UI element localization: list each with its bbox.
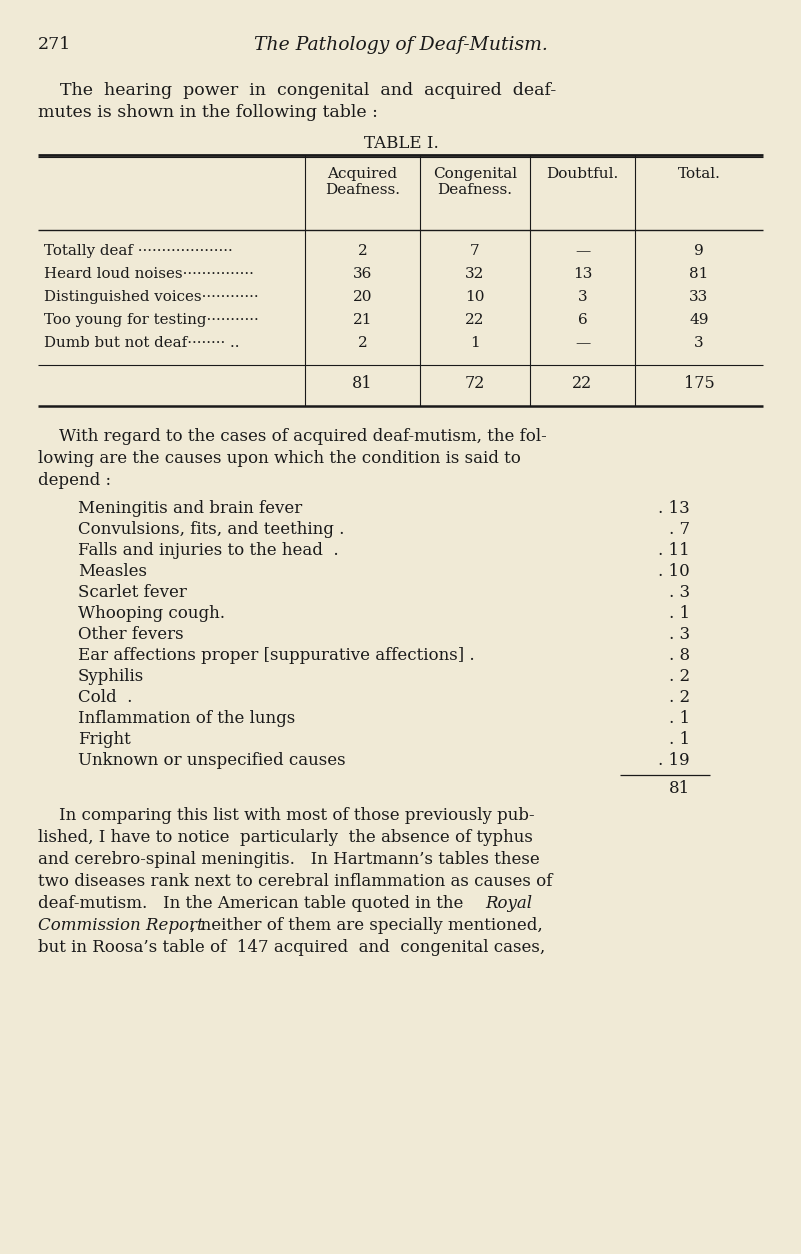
Text: Other fevers: Other fevers <box>78 626 183 643</box>
Text: 271: 271 <box>38 36 71 53</box>
Text: Ear affections proper [suppurative affections] .: Ear affections proper [suppurative affec… <box>78 647 475 665</box>
Text: 81: 81 <box>352 375 372 393</box>
Text: . 3: . 3 <box>669 584 690 601</box>
Text: Distinguished voices············: Distinguished voices············ <box>44 290 259 303</box>
Text: . 11: . 11 <box>658 542 690 559</box>
Text: 49: 49 <box>689 314 709 327</box>
Text: 10: 10 <box>465 290 485 303</box>
Text: Doubtful.: Doubtful. <box>546 167 618 181</box>
Text: Inflammation of the lungs: Inflammation of the lungs <box>78 710 296 727</box>
Text: two diseases rank next to cerebral inflammation as causes of: two diseases rank next to cerebral infla… <box>38 873 553 890</box>
Text: , neither of them are specially mentioned,: , neither of them are specially mentione… <box>190 917 543 934</box>
Text: 7: 7 <box>470 245 480 258</box>
Text: 22: 22 <box>573 375 593 393</box>
Text: Convulsions, fits, and teething .: Convulsions, fits, and teething . <box>78 520 344 538</box>
Text: In comparing this list with most of those previously pub-: In comparing this list with most of thos… <box>38 808 534 824</box>
Text: 9: 9 <box>694 245 704 258</box>
Text: With regard to the cases of acquired deaf-mutism, the fol-: With regard to the cases of acquired dea… <box>38 428 547 445</box>
Text: Cold  .: Cold . <box>78 688 132 706</box>
Text: 3: 3 <box>694 336 704 350</box>
Text: 32: 32 <box>465 267 485 281</box>
Text: 20: 20 <box>352 290 372 303</box>
Text: 2: 2 <box>357 245 368 258</box>
Text: . 10: . 10 <box>658 563 690 581</box>
Text: and cerebro-spinal meningitis.   In Hartmann’s tables these: and cerebro-spinal meningitis. In Hartma… <box>38 851 540 868</box>
Text: 1: 1 <box>470 336 480 350</box>
Text: . 13: . 13 <box>658 500 690 517</box>
Text: Scarlet fever: Scarlet fever <box>78 584 187 601</box>
Text: mutes is shown in the following table :: mutes is shown in the following table : <box>38 104 378 120</box>
Text: 2: 2 <box>357 336 368 350</box>
Text: Royal: Royal <box>485 895 532 912</box>
Text: 36: 36 <box>352 267 372 281</box>
Text: lowing are the causes upon which the condition is said to: lowing are the causes upon which the con… <box>38 450 521 466</box>
Text: . 2: . 2 <box>669 688 690 706</box>
Text: TABLE I.: TABLE I. <box>364 135 438 152</box>
Text: deaf-mutism.   In the American table quoted in the: deaf-mutism. In the American table quote… <box>38 895 469 912</box>
Text: Heard loud noises···············: Heard loud noises··············· <box>44 267 254 281</box>
Text: 22: 22 <box>465 314 485 327</box>
Text: depend :: depend : <box>38 472 111 489</box>
Text: Congenital
Deafness.: Congenital Deafness. <box>433 167 517 197</box>
Text: Measles: Measles <box>78 563 147 581</box>
Text: Fright: Fright <box>78 731 131 747</box>
Text: . 8: . 8 <box>669 647 690 665</box>
Text: 13: 13 <box>573 267 592 281</box>
Text: Syphilis: Syphilis <box>78 668 144 685</box>
Text: . 7: . 7 <box>669 520 690 538</box>
Text: Falls and injuries to the head  .: Falls and injuries to the head . <box>78 542 339 559</box>
Text: 175: 175 <box>683 375 714 393</box>
Text: Total.: Total. <box>678 167 720 181</box>
Text: . 2: . 2 <box>669 668 690 685</box>
Text: Totally deaf ····················: Totally deaf ···················· <box>44 245 233 258</box>
Text: 81: 81 <box>669 780 690 798</box>
Text: . 1: . 1 <box>669 710 690 727</box>
Text: —: — <box>575 336 590 350</box>
Text: lished, I have to notice  particularly  the absence of typhus: lished, I have to notice particularly th… <box>38 829 533 846</box>
Text: . 3: . 3 <box>669 626 690 643</box>
Text: Commission Report: Commission Report <box>38 917 203 934</box>
Text: The Pathology of Deaf-Mutism.: The Pathology of Deaf-Mutism. <box>254 36 548 54</box>
Text: Acquired
Deafness.: Acquired Deafness. <box>325 167 400 197</box>
Text: 21: 21 <box>352 314 372 327</box>
Text: Dumb but not deaf········ ..: Dumb but not deaf········ .. <box>44 336 239 350</box>
Text: 81: 81 <box>690 267 709 281</box>
Text: . 1: . 1 <box>669 604 690 622</box>
Text: —: — <box>575 245 590 258</box>
Text: . 1: . 1 <box>669 731 690 747</box>
Text: 6: 6 <box>578 314 587 327</box>
Text: 72: 72 <box>465 375 485 393</box>
Text: Meningitis and brain fever: Meningitis and brain fever <box>78 500 302 517</box>
Text: Unknown or unspecified causes: Unknown or unspecified causes <box>78 752 345 769</box>
Text: 33: 33 <box>690 290 709 303</box>
Text: The  hearing  power  in  congenital  and  acquired  deaf-: The hearing power in congenital and acqu… <box>60 82 556 99</box>
Text: 3: 3 <box>578 290 587 303</box>
Text: Whooping cough.: Whooping cough. <box>78 604 225 622</box>
Text: . 19: . 19 <box>658 752 690 769</box>
Text: Too young for testing···········: Too young for testing··········· <box>44 314 259 327</box>
Text: but in Roosa’s table of  147 acquired  and  congenital cases,: but in Roosa’s table of 147 acquired and… <box>38 939 545 956</box>
